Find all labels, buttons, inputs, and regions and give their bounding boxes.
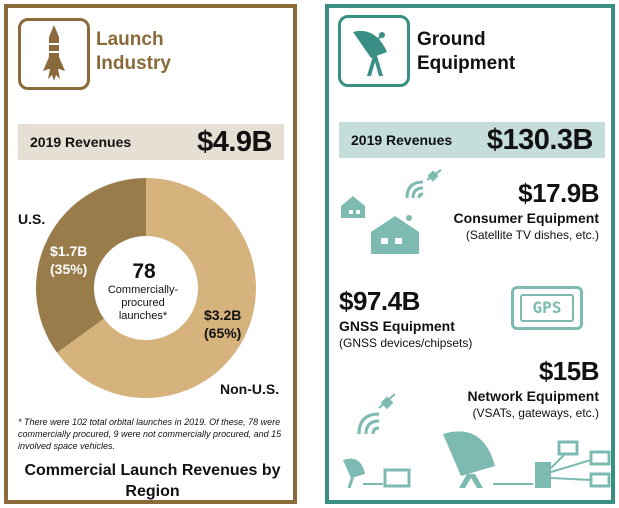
non-us-label: Non-U.S.	[220, 381, 280, 397]
gps-device-icon: GPS	[511, 286, 583, 330]
rocket-icon	[43, 25, 65, 81]
launch-revenue-band: 2019 Revenues $4.9B	[18, 124, 284, 160]
houses-icon	[341, 196, 419, 254]
us-label: U.S.	[18, 211, 46, 227]
gnss-name: GNSS Equipment	[339, 318, 455, 334]
slice-non-us	[57, 178, 256, 398]
ground-revenue-band: 2019 Revenues $130.3B	[339, 122, 605, 158]
satellite-dish-icon	[353, 30, 387, 76]
ground-revenue-label: 2019 Revenues	[351, 132, 453, 148]
chart-caption: Commercial Launch Revenues by Region	[24, 462, 281, 500]
launch-revenue-value: $4.9B	[197, 125, 272, 158]
launch-donut-chart	[36, 178, 256, 398]
donut-center-number: 78	[132, 260, 156, 283]
network-name: Network Equipment	[467, 388, 599, 404]
gps-screen-text: GPS	[520, 294, 574, 322]
network-value: $15B	[538, 356, 600, 386]
launch-icon-box	[18, 18, 90, 90]
us-value-label: $1.7B (35%)	[50, 243, 88, 277]
launch-footnote: * There were 102 total orbital launches …	[18, 417, 282, 451]
non-us-value-label: $3.2B (65%)	[204, 307, 242, 341]
ground-revenue-value: $130.3B	[486, 123, 594, 156]
consumer-name: Consumer Equipment	[453, 210, 599, 226]
gnss-desc: (GNSS devices/chipsets)	[339, 336, 473, 350]
network-equipment-illustration	[343, 393, 611, 488]
ground-panel-title: Ground Equipment	[417, 29, 516, 74]
satellite-signal-icon	[405, 169, 442, 199]
launch-revenue-label: 2019 Revenues	[30, 134, 132, 150]
donut-center-text: Commercially-procured launches*	[107, 284, 179, 322]
launch-panel-title: Launch Industry	[96, 29, 171, 74]
slice-us	[36, 178, 146, 353]
ground-icon-box	[338, 15, 410, 87]
launch-industry-panel: Launch Industry 2019 Revenues $4.9B U.S.…	[4, 4, 297, 504]
gnss-value: $97.4B	[339, 286, 420, 316]
consumer-desc: (Satellite TV dishes, etc.)	[465, 228, 599, 242]
consumer-value: $17.9B	[518, 178, 599, 208]
network-desc: (VSATs, gateways, etc.)	[472, 406, 600, 420]
ground-equipment-panel: Ground Equipment 2019 Revenues $130.3B $…	[325, 4, 615, 504]
